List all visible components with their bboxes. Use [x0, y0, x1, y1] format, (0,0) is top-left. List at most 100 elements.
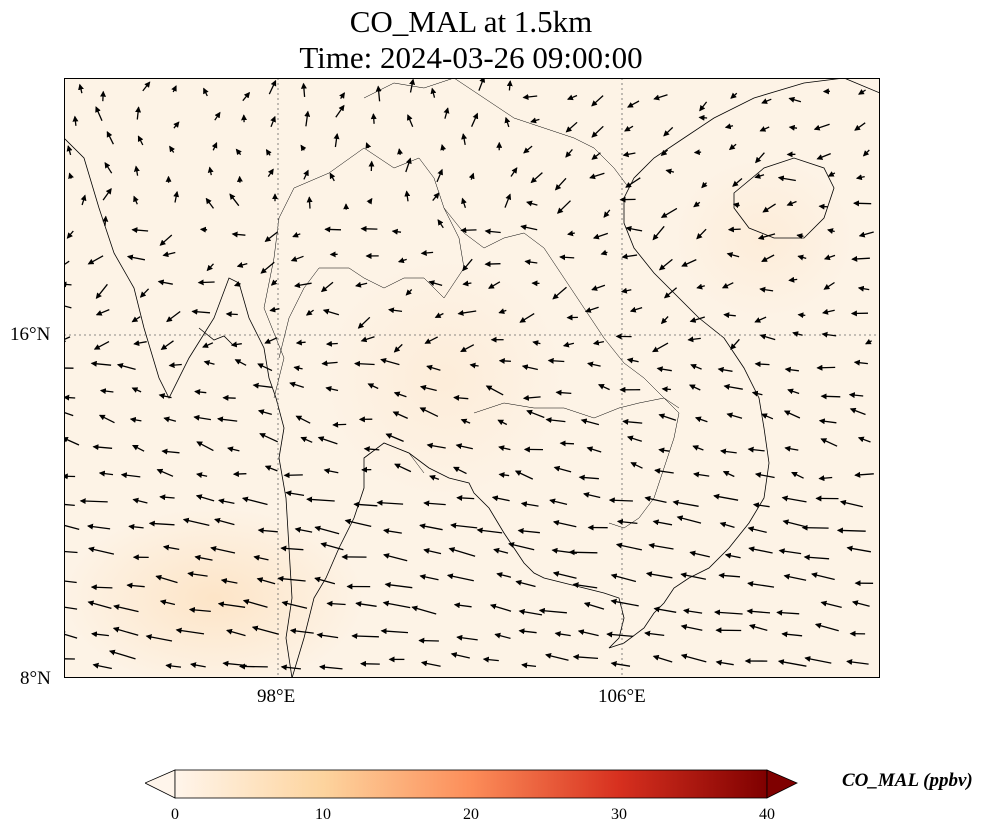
wind-arrow — [748, 623, 768, 632]
wind-arrow — [680, 572, 707, 580]
wind-arrow — [624, 125, 634, 132]
wind-arrow — [95, 106, 103, 121]
wind-arrow — [690, 363, 702, 370]
wind-arrow — [259, 433, 278, 443]
wind-arrow — [319, 664, 343, 671]
wind-arrow — [592, 339, 605, 346]
wind-arrow — [698, 114, 708, 121]
wind-arrow — [559, 254, 575, 261]
wind-arrow — [797, 254, 807, 261]
wind-arrow — [524, 259, 538, 266]
wind-arrow — [699, 101, 708, 112]
wind-arrow — [333, 133, 340, 148]
wind-arrow — [653, 606, 677, 613]
wind-arrow — [64, 281, 72, 288]
wind-arrow — [688, 384, 701, 391]
wind-arrow — [234, 359, 247, 366]
wind-arrow — [257, 409, 272, 416]
wind-arrow — [375, 85, 382, 102]
wind-arrow — [158, 393, 172, 399]
wind-arrow — [190, 662, 206, 669]
wind-arrow — [589, 172, 605, 180]
wind-arrow — [658, 413, 677, 421]
wind-arrow — [839, 499, 863, 508]
wind-arrow — [264, 231, 279, 243]
wind-arrow — [717, 366, 733, 373]
wind-arrow — [520, 501, 539, 508]
wind-arrow — [498, 308, 507, 314]
wind-arrow — [865, 338, 872, 345]
wind-arrow — [227, 446, 240, 453]
wind-arrow — [493, 547, 509, 554]
wind-arrow — [583, 601, 605, 610]
wind-arrow — [159, 599, 176, 606]
wind-arrow — [504, 193, 512, 208]
wind-arrow — [79, 498, 108, 505]
wind-arrow — [405, 157, 412, 173]
wind-arrow — [320, 281, 334, 293]
wind-arrow — [751, 390, 763, 397]
wind-arrow — [453, 394, 469, 401]
wind-arrow — [796, 233, 804, 240]
wind-arrow — [133, 195, 139, 205]
wind-arrow — [225, 311, 238, 318]
wind-arrow — [820, 600, 842, 609]
wind-arrow — [268, 79, 277, 95]
wind-arrow — [163, 416, 177, 423]
wind-arrow — [727, 226, 741, 233]
colorbar-extend-max — [766, 769, 798, 799]
wind-arrow — [748, 546, 773, 554]
wind-arrow — [783, 573, 807, 581]
wind-arrow — [92, 444, 113, 451]
wind-arrow — [300, 82, 307, 97]
wind-arrow — [821, 331, 837, 338]
wind-arrow — [194, 554, 213, 561]
wind-arrow — [567, 230, 575, 237]
wind-arrow — [752, 502, 770, 509]
wind-arrow — [489, 603, 512, 612]
wind-arrow — [663, 287, 678, 299]
wind-arrow — [322, 308, 340, 316]
wind-arrow — [788, 124, 798, 131]
wind-arrow — [510, 167, 518, 177]
wind-arrow — [496, 572, 512, 578]
wind-arrow — [549, 498, 568, 506]
wind-arrow — [126, 582, 145, 589]
wind-arrow — [814, 622, 839, 632]
wind-arrow — [728, 143, 737, 151]
wind-arrow — [723, 383, 743, 390]
wind-arrow — [155, 574, 178, 584]
wind-arrow — [680, 653, 707, 663]
wind-arrow — [207, 166, 214, 176]
colorbar-gradient — [174, 769, 768, 799]
wind-arrow — [210, 545, 236, 554]
wind-arrow — [804, 656, 832, 664]
wind-arrow — [456, 494, 475, 501]
wind-arrow — [554, 631, 571, 638]
wind-arrow — [112, 626, 139, 636]
wind-arrow — [784, 366, 799, 373]
wind-arrow — [316, 632, 339, 639]
wind-arrow — [559, 440, 575, 447]
wind-arrow — [160, 340, 174, 350]
wind-arrow — [426, 442, 446, 449]
wind-arrow — [230, 341, 242, 348]
wind-arrow — [87, 255, 104, 265]
wind-arrow — [365, 142, 372, 149]
wind-arrow — [461, 133, 468, 146]
wind-arrow — [98, 470, 114, 477]
wind-arrow — [231, 231, 246, 238]
wind-arrow — [689, 550, 710, 558]
wind-arrow — [203, 87, 209, 97]
wind-arrow — [448, 547, 476, 557]
wind-arrow — [584, 306, 599, 313]
wind-arrow — [436, 168, 443, 183]
wind-arrow — [692, 445, 704, 451]
wind-vectors — [64, 78, 874, 671]
wind-arrow — [113, 604, 139, 613]
wind-arrow — [256, 577, 276, 585]
wind-arrow — [693, 201, 701, 208]
wind-arrow — [676, 515, 702, 524]
wind-arrow — [90, 584, 113, 591]
wind-arrow — [132, 444, 145, 452]
